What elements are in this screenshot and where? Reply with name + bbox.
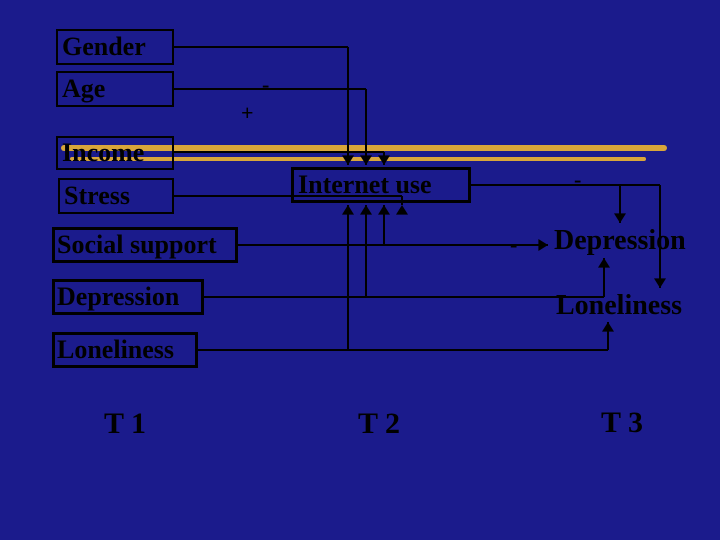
sign-internet-dep: - (574, 167, 581, 193)
box-age: Age (56, 71, 174, 107)
box-gender: Gender (56, 29, 174, 65)
time-label-t1: T 1 (104, 407, 146, 441)
box-stress-label: Stress (64, 181, 130, 211)
time-label-t3: T 3 (601, 406, 643, 440)
box-internet-use: Internet use (291, 167, 471, 203)
box-internet-use-label: Internet use (298, 170, 432, 200)
box-social-support-label: Social support (57, 230, 217, 260)
sign-age-minus: - (262, 72, 269, 98)
box-income: Income (56, 136, 174, 170)
box-loneliness-t1: Loneliness (52, 332, 198, 368)
box-depression-t1: Depression (52, 279, 204, 315)
sign-income-plus: + (241, 100, 254, 126)
box-income-label: Income (62, 138, 144, 168)
box-gender-label: Gender (62, 32, 146, 62)
box-loneliness-t1-label: Loneliness (57, 335, 174, 365)
diagram-stage: Gender Age Income Stress Social support Depre… (0, 0, 720, 540)
box-age-label: Age (62, 74, 105, 104)
label-depression-t3: Depression (554, 225, 686, 257)
box-stress: Stress (58, 178, 174, 214)
box-depression-t1-label: Depression (57, 282, 179, 312)
time-label-t2: T 2 (358, 407, 400, 441)
box-social-support: Social support (52, 227, 238, 263)
sign-social-minus: - (510, 232, 517, 258)
label-loneliness-t3: Loneliness (556, 290, 682, 322)
